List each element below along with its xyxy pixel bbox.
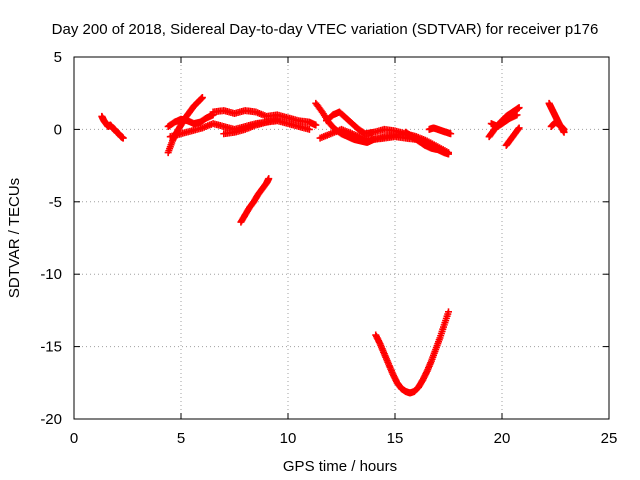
data-point	[445, 150, 452, 158]
series-arc-1	[98, 112, 127, 142]
data-points	[98, 94, 568, 397]
series-arc-11	[402, 128, 452, 158]
series-arc-5	[209, 107, 320, 129]
data-point	[265, 175, 273, 183]
series-arc-13	[372, 308, 452, 397]
chart-title: Day 200 of 2018, Sidereal Day-to-day VTE…	[52, 21, 599, 38]
x-axis-label: GPS time / hours	[283, 458, 397, 475]
series-arc-6	[220, 117, 313, 138]
x-tick-label: 0	[70, 430, 78, 447]
y-tick-label: -20	[40, 411, 62, 428]
data-point	[515, 104, 523, 112]
y-tick-label: 0	[54, 121, 62, 138]
data-point	[560, 125, 568, 133]
x-tick-label: 10	[280, 430, 297, 447]
data-point	[119, 134, 127, 142]
x-tick-label: 25	[601, 430, 618, 447]
series-arc-12	[425, 124, 455, 138]
data-point	[513, 111, 521, 119]
y-tick-label: 5	[54, 49, 62, 66]
series-arc-9	[316, 125, 452, 157]
axis-ticks: 0 5 10 15 20 25 -20 -15 -10 -5 0 5	[40, 49, 617, 447]
x-tick-label: 5	[177, 430, 185, 447]
data-point	[312, 121, 320, 129]
series-arc-7	[237, 175, 273, 226]
data-point	[447, 130, 455, 138]
x-tick-label: 15	[387, 430, 404, 447]
y-axis-label: SDTVAR / TECUs	[6, 178, 23, 298]
series-arc-16	[502, 124, 523, 149]
series-arc-3	[164, 111, 217, 131]
series-arc-18	[547, 118, 568, 133]
y-tick-label: -15	[40, 339, 62, 356]
plot-frame	[73, 56, 610, 420]
data-point	[445, 308, 452, 316]
x-tick-label: 20	[494, 430, 511, 447]
y-tick-label: -5	[49, 194, 62, 211]
data-point	[515, 124, 523, 132]
y-tick-label: -10	[40, 266, 62, 283]
series-arc-15	[487, 111, 521, 131]
data-point	[198, 94, 206, 102]
data-point	[305, 125, 313, 133]
